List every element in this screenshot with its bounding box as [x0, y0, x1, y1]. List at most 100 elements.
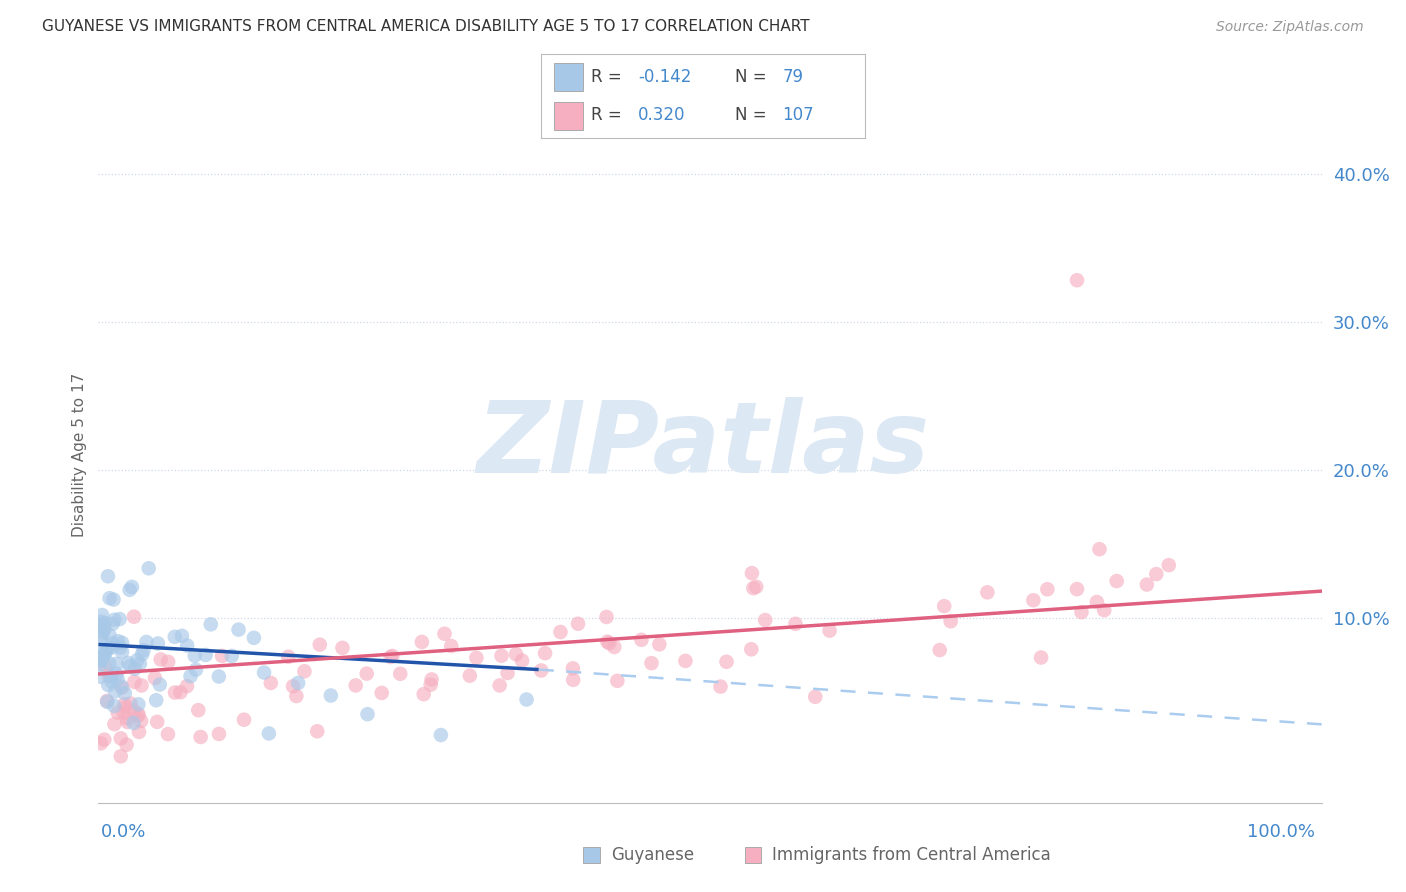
Point [90, 653, 112, 667]
Point [128, 725, 150, 739]
Point [94, 646, 117, 660]
Point [138, 561, 160, 575]
Point [104, 684, 127, 698]
Point [648, 637, 671, 651]
Point [129, 714, 152, 728]
Text: Guyanese: Guyanese [610, 846, 695, 863]
Point [107, 634, 129, 648]
Point [233, 713, 256, 727]
Point [530, 664, 553, 678]
Point [1088, 542, 1111, 557]
Point [110, 680, 132, 694]
Point [90, 670, 112, 684]
Point [90, 618, 112, 632]
Point [156, 727, 179, 741]
Point [103, 717, 125, 731]
Point [90, 651, 112, 665]
Point [596, 634, 619, 648]
Point [105, 657, 128, 671]
Point [105, 666, 128, 681]
Point [356, 666, 378, 681]
Point [163, 630, 186, 644]
Point [107, 672, 129, 686]
Point [370, 686, 392, 700]
Point [243, 631, 266, 645]
Point [606, 673, 628, 688]
Point [110, 731, 132, 746]
Point [110, 640, 132, 655]
Point [433, 626, 456, 640]
Text: R =: R = [592, 68, 627, 86]
Text: N =: N = [735, 106, 772, 124]
Point [550, 625, 572, 640]
Point [221, 648, 243, 663]
Point [131, 678, 153, 692]
Point [253, 665, 276, 680]
Point [176, 639, 198, 653]
Point [1036, 582, 1059, 597]
Bar [554, 62, 583, 91]
Point [190, 730, 212, 744]
Point [96, 695, 118, 709]
Point [1157, 558, 1180, 573]
Point [90, 657, 112, 671]
Point [1066, 582, 1088, 596]
Point [90, 646, 112, 660]
Point [534, 646, 557, 660]
Text: 100.0%: 100.0% [1247, 822, 1315, 840]
Point [97, 678, 120, 692]
Point [496, 665, 519, 680]
Point [200, 617, 222, 632]
Point [98, 657, 121, 671]
Point [228, 623, 250, 637]
Point [257, 726, 280, 740]
Point [595, 610, 617, 624]
Text: 0.0%: 0.0% [101, 822, 146, 840]
Point [281, 679, 304, 693]
Point [491, 648, 513, 663]
Text: GUYANESE VS IMMIGRANTS FROM CENTRAL AMERICA DISABILITY AGE 5 TO 17 CORRELATION C: GUYANESE VS IMMIGRANTS FROM CENTRAL AMER… [42, 20, 810, 34]
Point [111, 681, 134, 695]
Point [184, 663, 207, 677]
Point [100, 674, 122, 689]
Point [103, 698, 125, 713]
Point [380, 650, 402, 665]
Point [1066, 273, 1088, 287]
Point [1105, 574, 1128, 588]
Point [114, 700, 136, 714]
Point [344, 678, 367, 692]
Point [598, 636, 620, 650]
Point [101, 616, 124, 631]
Point [101, 640, 124, 655]
Point [319, 689, 342, 703]
Y-axis label: Disability Age 5 to 17: Disability Age 5 to 17 [72, 373, 87, 537]
Point [673, 654, 696, 668]
Point [567, 616, 589, 631]
Point [420, 673, 443, 687]
Point [121, 580, 143, 594]
Point [640, 656, 662, 670]
Point [132, 643, 155, 657]
Text: Immigrants from Central America: Immigrants from Central America [772, 846, 1052, 863]
Point [1092, 603, 1115, 617]
Point [307, 724, 329, 739]
Point [741, 566, 763, 581]
Point [128, 657, 150, 671]
Point [939, 614, 962, 628]
Point [1029, 650, 1052, 665]
Point [934, 599, 956, 614]
Point [127, 698, 149, 712]
Point [745, 580, 768, 594]
Point [127, 653, 149, 667]
Point [561, 661, 583, 675]
Point [389, 666, 412, 681]
Point [93, 648, 115, 663]
Point [716, 655, 738, 669]
Point [91, 624, 114, 639]
Point [515, 692, 537, 706]
Point [430, 728, 453, 742]
Point [742, 581, 765, 595]
Point [1022, 593, 1045, 607]
Point [187, 703, 209, 717]
Point [145, 693, 167, 707]
